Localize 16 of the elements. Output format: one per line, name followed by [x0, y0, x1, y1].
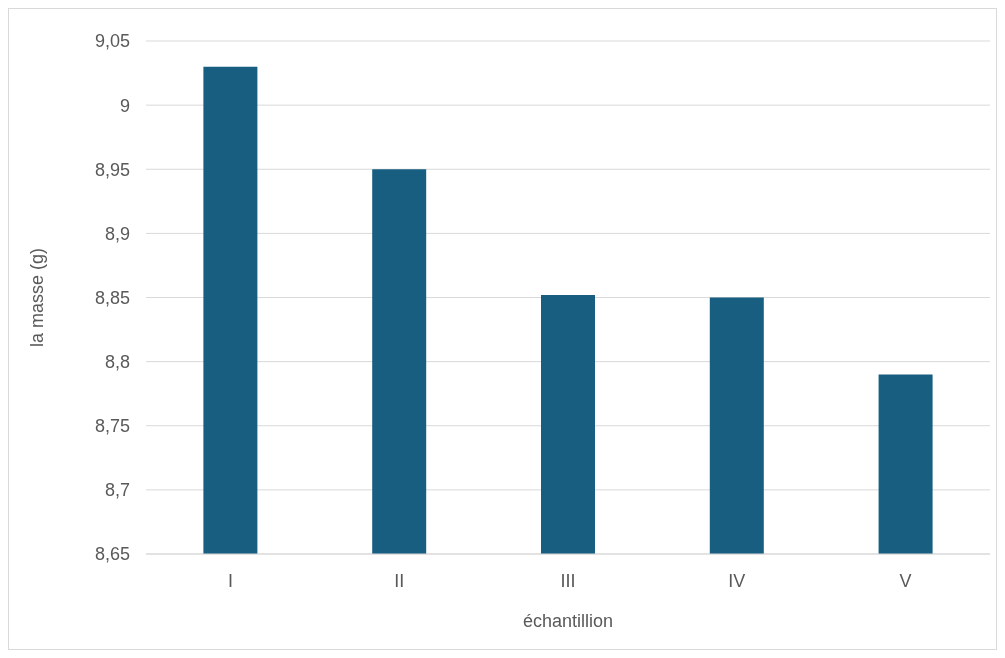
y-tick-label: 9,05: [94, 31, 130, 52]
y-tick-label: 9: [119, 95, 130, 116]
y-tick-label: 8,7: [104, 480, 130, 501]
x-axis-title: échantillion: [522, 611, 614, 631]
x-tick-label: I: [227, 570, 233, 591]
x-tick-label: V: [899, 570, 912, 591]
y-tick-label: 8,95: [94, 159, 130, 180]
x-tick-label: III: [560, 570, 576, 591]
y-tick-label: 8,75: [94, 416, 130, 437]
y-tick-label: 8,9: [104, 223, 130, 244]
x-tick-label: II: [394, 570, 405, 591]
y-axis-title: la masse (g): [27, 247, 48, 348]
x-tick-label: IV: [728, 570, 746, 591]
y-tick-label: 8,65: [94, 544, 130, 565]
y-tick-label: 8,85: [94, 287, 130, 308]
y-tick-label: 8,8: [104, 352, 130, 373]
